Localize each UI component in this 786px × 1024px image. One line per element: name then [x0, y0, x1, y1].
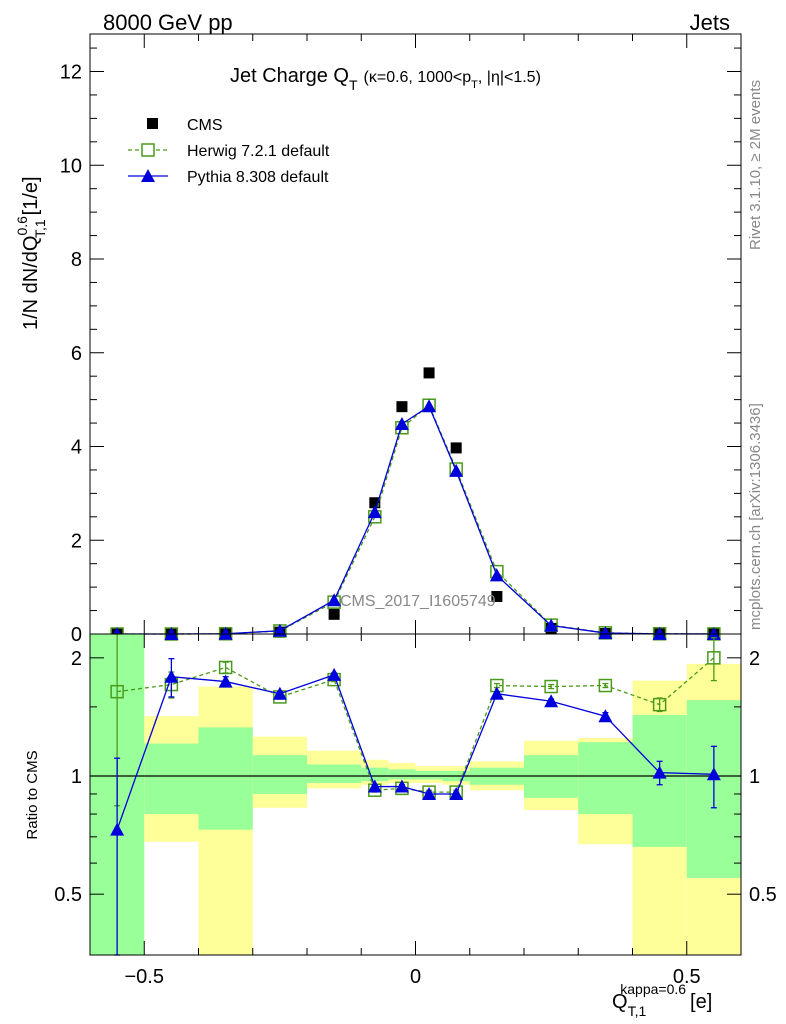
- ratio-y-tick-label-right: 2: [749, 648, 760, 670]
- ratio-y-tick-label-right: 1: [749, 766, 760, 788]
- pythia-point: [218, 626, 233, 640]
- ratio-herwig-point: [218, 660, 233, 675]
- ratio-y-tick-label: 1: [71, 766, 82, 788]
- ratio-series-line: [116, 674, 714, 830]
- uncertainty-band-green: [307, 764, 362, 783]
- pythia-point: [327, 593, 342, 607]
- main-plot-panel: 0 2 4 6 8 10 12 CMS_2017_I1605749 Jet Charge Q…: [14, 33, 742, 646]
- uncertainty-band-green: [252, 755, 307, 794]
- ratio-pythia-point: [489, 686, 504, 700]
- legend-label-herwig: Herwig 7.2.1 default: [187, 143, 330, 160]
- cms-data-point: [450, 442, 462, 454]
- cms-data-point: [328, 608, 340, 620]
- rivet-label: Rivet 3.1.10, ≥ 2M events: [747, 80, 764, 250]
- main-y-tick-label: 0: [71, 624, 82, 646]
- main-y-tick-label: 4: [71, 437, 82, 459]
- ratio-pythia-point: [164, 669, 179, 683]
- main-y-tick-label: 8: [71, 249, 82, 271]
- ratio-pythia-point: [394, 779, 409, 793]
- series-line: [117, 404, 714, 635]
- main-y-tick-label: 6: [71, 343, 82, 365]
- pythia-point: [706, 626, 721, 640]
- ratio-pythia-point: [544, 694, 559, 708]
- ratio-herwig-point: [544, 679, 558, 694]
- pythia-point: [422, 399, 437, 413]
- pythia-point: [449, 463, 464, 477]
- x-tick-label: −0.5: [125, 966, 164, 988]
- pythia-point: [544, 618, 559, 632]
- ratio-herwig-point: [652, 697, 667, 712]
- pythia-point: [598, 626, 613, 640]
- uncertainty-band-green: [415, 770, 443, 780]
- pythia-point: [489, 568, 504, 582]
- mcplots-label: mcplots.cern.ch [arXiv:1306.3436]: [747, 403, 764, 630]
- main-y-tick-label: 12: [60, 62, 82, 84]
- legend-label-cms: CMS: [187, 117, 223, 134]
- cms-data-point: [423, 367, 435, 379]
- ratio-pythia-point: [327, 667, 342, 681]
- analysis-watermark: CMS_2017_I1605749: [340, 593, 496, 610]
- ratio-y-tick-label-right: 0.5: [749, 884, 777, 906]
- ratio-herwig-point: [598, 678, 613, 693]
- header-process: Jets: [690, 10, 730, 35]
- ratio-pythia-point: [272, 686, 287, 700]
- plot-title: Jet Charge QT (κ=0.6, 1000<pT, |η|<1.5): [230, 65, 541, 93]
- x-tick-label: 0: [410, 966, 421, 988]
- series-line: [117, 405, 714, 635]
- ratio-pythia-point: [706, 767, 721, 781]
- main-y-tick-label: 2: [71, 530, 82, 552]
- legend-marker-pythia: [141, 169, 155, 182]
- header-energy: 8000 GeV pp: [103, 10, 233, 35]
- ratio-plot-panel: 0.5 0.5 1 1 2 2 −0.5 0 0.5 Ratio to CMS QT,1kapp…: [24, 633, 777, 1019]
- pythia-point: [272, 623, 287, 637]
- ratio-y-tick-label: 0.5: [54, 884, 82, 906]
- ratio-pythia-point: [598, 709, 613, 723]
- ratio-pythia-point: [110, 822, 125, 836]
- legend-label-pythia: Pythia 8.308 default: [187, 169, 329, 186]
- pythia-point: [367, 505, 382, 519]
- x-axis-label: QT,1kappa=0.6[e]: [612, 981, 712, 1019]
- uncertainty-band-green: [198, 727, 253, 830]
- ratio-pythia-point: [449, 786, 464, 800]
- legend: CMS Herwig 7.2.1 default Pythia 8.308 de…: [128, 117, 330, 186]
- ratio-pythia-point: [652, 765, 667, 779]
- ratio-pythia-point: [218, 674, 233, 688]
- pythia-point: [652, 626, 667, 640]
- main-y-tick-label: 10: [60, 155, 82, 177]
- legend-marker-herwig: [141, 143, 155, 157]
- ratio-pythia-point: [367, 779, 382, 793]
- ratio-herwig-point: [707, 651, 721, 665]
- uncertainty-band-green: [388, 769, 416, 780]
- uncertainty-band-green: [578, 742, 633, 815]
- ratio-y-tick-label: 2: [71, 648, 82, 670]
- cms-data-point: [396, 401, 408, 413]
- uncertainty-band-green: [361, 767, 389, 782]
- main-y-axis-label: 1/N dN/dQ0.6 T,1[1/e]: [14, 176, 48, 330]
- cms-data-point: [369, 497, 381, 509]
- pythia-point: [394, 417, 409, 430]
- uncertainty-band-green: [144, 743, 199, 815]
- cms-data-point: [491, 591, 503, 602]
- legend-marker-cms: [147, 118, 158, 129]
- ratio-y-axis-label: Ratio to CMS: [24, 750, 41, 839]
- x-tick-label: 0.5: [673, 966, 701, 988]
- ratio-pythia-point: [422, 786, 437, 800]
- ratio-herwig-point: [110, 684, 124, 699]
